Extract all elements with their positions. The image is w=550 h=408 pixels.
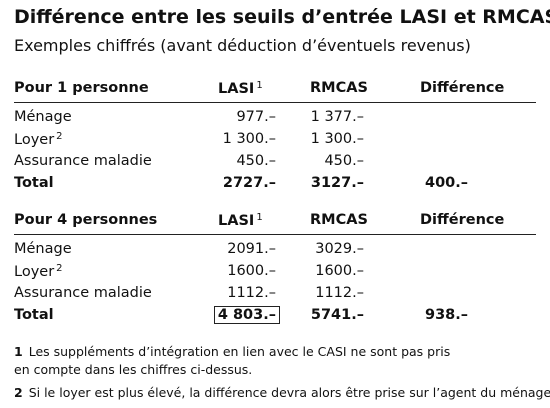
footnote-number: 1 xyxy=(14,344,23,359)
row-label-text: Loyer xyxy=(14,264,55,280)
subtitle: Exemples chiffrés (avant déduction d’éve… xyxy=(14,36,471,55)
row-label: Assurance maladie xyxy=(14,285,152,301)
header-difference: Différence xyxy=(420,212,505,228)
total-label: Total xyxy=(14,307,54,323)
header-lasi: LASI 1 xyxy=(218,80,263,97)
row-label: Assurance maladie xyxy=(14,153,152,169)
header-label: Pour 4 personnes xyxy=(14,212,158,228)
footnote-ref: 2 xyxy=(56,131,63,142)
footnote-text: en compte dans les chiffres ci-dessus. xyxy=(14,362,253,377)
footnote-line: 1 Les suppléments d’intégration en lien a… xyxy=(14,344,450,359)
total-lasi: 2727.– xyxy=(222,175,276,191)
header-difference: Différence xyxy=(420,80,505,96)
row-label: Ménage xyxy=(14,241,72,257)
row-label: Loyer 2 xyxy=(14,131,63,148)
header-rmcas: RMCAS xyxy=(310,80,368,96)
total-rmcas: 5741.– xyxy=(310,307,364,323)
footnote-ref: 2 xyxy=(56,263,63,274)
total-rmcas: 3127.– xyxy=(310,175,364,191)
lasi-value: 1600.– xyxy=(227,263,276,279)
rmcas-value: 450.– xyxy=(324,153,364,169)
footnote-ref: 1 xyxy=(256,212,263,223)
header-lasi: LASI 1 xyxy=(218,212,263,229)
footnote-text: Si le loyer est plus élevé, la différenc… xyxy=(28,385,550,400)
header-rule xyxy=(14,102,536,103)
header-rmcas: RMCAS xyxy=(310,212,368,228)
row-label-text: Assurance maladie xyxy=(14,285,152,301)
total-difference: 938.– xyxy=(425,307,469,323)
footnote-line: en compte dans les chiffres ci-dessus. xyxy=(14,362,252,377)
footnote-text: Les suppléments d’intégration en lien av… xyxy=(28,344,451,359)
row-label-text: Ménage xyxy=(14,109,72,125)
row-label: Loyer 2 xyxy=(14,263,63,280)
lasi-value: 450.– xyxy=(236,153,276,169)
footnote-line: 2 Si le loyer est plus élevé, la différen… xyxy=(14,385,550,400)
lasi-value: 1112.– xyxy=(227,285,276,301)
row-label-text: Loyer xyxy=(14,132,55,148)
lasi-value: 2091.– xyxy=(227,241,276,257)
header-lasi-text: LASI xyxy=(218,213,255,229)
row-label-text: Assurance maladie xyxy=(14,153,152,169)
lasi-value: 1 300.– xyxy=(222,131,276,147)
total-label: Total xyxy=(14,175,54,191)
rmcas-value: 1 377.– xyxy=(310,109,364,125)
total-lasi: 4 803.– xyxy=(213,306,280,324)
lasi-value: 977.– xyxy=(236,109,276,125)
row-label: Ménage xyxy=(14,109,72,125)
title: Différence entre les seuils d’entrée LAS… xyxy=(14,6,550,28)
header-rule xyxy=(14,234,536,235)
rmcas-value: 1600.– xyxy=(315,263,364,279)
footnote-number: 2 xyxy=(14,385,23,400)
rmcas-value: 3029.– xyxy=(315,241,364,257)
header-label: Pour 1 personne xyxy=(14,80,149,96)
footnote-ref: 1 xyxy=(256,80,263,91)
rmcas-value: 1 300.– xyxy=(310,131,364,147)
header-lasi-text: LASI xyxy=(218,81,255,97)
rmcas-value: 1112.– xyxy=(315,285,364,301)
row-label-text: Ménage xyxy=(14,241,72,257)
total-difference: 400.– xyxy=(425,175,469,191)
